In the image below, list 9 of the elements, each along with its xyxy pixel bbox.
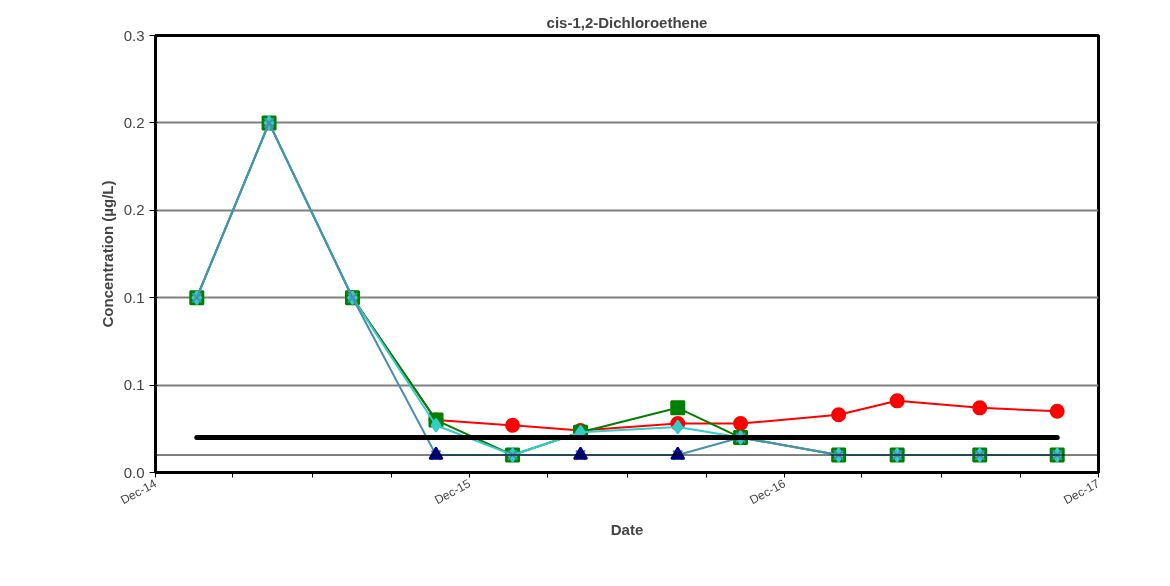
- y-axis-title: Concentration (µg/L): [98, 180, 116, 328]
- y-tick-label: 0.2: [123, 113, 145, 131]
- y-tick-label: 0.1: [123, 376, 145, 394]
- y-tick-label: 0.2: [123, 201, 145, 219]
- x-axis-title: Date: [610, 521, 644, 539]
- y-tick-label: 0.3: [123, 26, 145, 44]
- y-tick-label: 0.1: [123, 288, 145, 306]
- y-tick-label: 0.0: [123, 463, 145, 481]
- chart-title: cis-1,2-Dichloroethene: [546, 13, 708, 31]
